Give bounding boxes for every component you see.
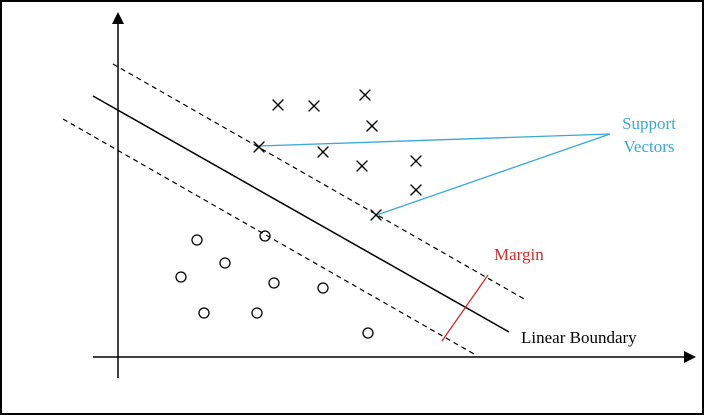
lower-margin-line bbox=[62, 118, 475, 355]
x-marker-support-vector bbox=[370, 209, 382, 221]
x-marker bbox=[272, 99, 284, 111]
o-marker bbox=[219, 257, 231, 269]
o-marker bbox=[191, 234, 203, 246]
x-marker bbox=[410, 155, 422, 167]
x-marker bbox=[366, 120, 378, 132]
support-pointer-line-2 bbox=[376, 133, 611, 216]
o-marker bbox=[317, 282, 329, 294]
support-pointer-line-1 bbox=[258, 133, 611, 147]
x-marker bbox=[410, 184, 422, 196]
o-marker bbox=[362, 327, 374, 339]
support-vectors-label-line1: Support bbox=[622, 114, 676, 133]
x-marker-support-vector bbox=[253, 141, 265, 153]
o-marker-support-vector bbox=[259, 230, 271, 242]
x-marker bbox=[359, 89, 371, 101]
x-marker bbox=[356, 160, 368, 172]
margin-indicator-line bbox=[441, 274, 489, 342]
x-marker bbox=[308, 100, 320, 112]
o-marker bbox=[198, 307, 210, 319]
linear-boundary-line bbox=[92, 95, 510, 333]
support-vectors-label-line2: Vectors bbox=[624, 137, 675, 156]
o-marker bbox=[251, 307, 263, 319]
upper-margin-line bbox=[112, 63, 527, 301]
o-marker bbox=[175, 271, 187, 283]
o-marker bbox=[268, 277, 280, 289]
linear-boundary-label: Linear Boundary bbox=[521, 328, 637, 347]
margin-label: Margin bbox=[494, 245, 544, 264]
x-marker bbox=[317, 146, 329, 158]
